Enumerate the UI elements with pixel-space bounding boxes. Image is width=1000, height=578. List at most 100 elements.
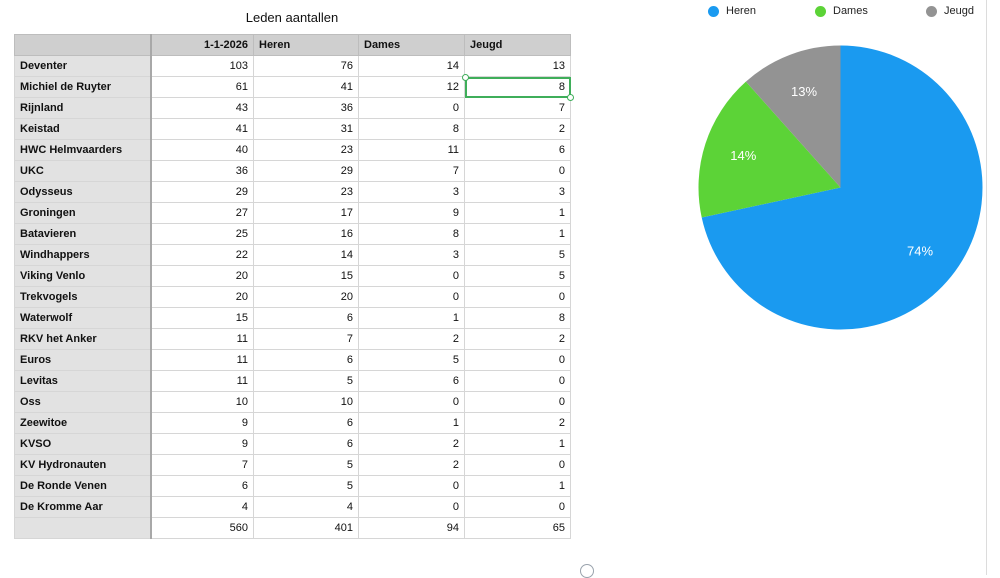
cell-dames[interactable]: 3 xyxy=(358,181,465,203)
cell-total[interactable]: 6 xyxy=(150,475,254,497)
pie-slice-heren[interactable] xyxy=(701,45,983,330)
cell-total[interactable]: 103 xyxy=(150,55,254,77)
row-label-cell[interactable]: HWC Helmvaarders xyxy=(14,139,152,161)
cell-total[interactable]: 20 xyxy=(150,286,254,308)
header-dames[interactable]: Dames xyxy=(358,34,465,56)
cell-jeugd[interactable]: 0 xyxy=(464,160,571,182)
row-label-cell[interactable]: Michiel de Ruyter xyxy=(14,76,152,98)
row-label-cell[interactable]: De Kromme Aar xyxy=(14,496,152,518)
cell-dames[interactable]: 0 xyxy=(358,97,465,119)
cell-heren[interactable]: 15 xyxy=(253,265,359,287)
cell-dames[interactable]: 1 xyxy=(358,412,465,434)
cell-heren[interactable]: 20 xyxy=(253,286,359,308)
cell-dames[interactable]: 12 xyxy=(358,76,465,98)
cell-jeugd[interactable]: 0 xyxy=(464,370,571,392)
cell-total[interactable]: 43 xyxy=(150,97,254,119)
cell-jeugd[interactable]: 13 xyxy=(464,55,571,77)
cell-dames[interactable]: 0 xyxy=(358,475,465,497)
cell-jeugd[interactable]: 3 xyxy=(464,181,571,203)
cell-dames[interactable]: 0 xyxy=(358,286,465,308)
row-label-cell[interactable]: RKV het Anker xyxy=(14,328,152,350)
selection-handle-bottom[interactable] xyxy=(566,93,574,101)
cell-total[interactable]: 25 xyxy=(150,223,254,245)
cell-dames[interactable]: 3 xyxy=(358,244,465,266)
cell-total[interactable]: 22 xyxy=(150,244,254,266)
row-label-cell[interactable]: Keistad xyxy=(14,118,152,140)
cell-heren[interactable]: 17 xyxy=(253,202,359,224)
cell-total[interactable]: 20 xyxy=(150,265,254,287)
cell-total[interactable]: 9 xyxy=(150,412,254,434)
row-label-cell[interactable]: Oss xyxy=(14,391,152,413)
cell-total[interactable]: 7 xyxy=(150,454,254,476)
cell-heren[interactable]: 4 xyxy=(253,496,359,518)
cell-total[interactable]: 36 xyxy=(150,160,254,182)
cell-jeugd[interactable]: 0 xyxy=(464,454,571,476)
cell-jeugd[interactable]: 2 xyxy=(464,328,571,350)
total-total[interactable]: 560 xyxy=(150,517,254,539)
cell-heren[interactable]: 6 xyxy=(253,412,359,434)
row-label-cell[interactable]: Odysseus xyxy=(14,181,152,203)
cell-dames[interactable]: 0 xyxy=(358,391,465,413)
cell-jeugd[interactable]: 1 xyxy=(464,433,571,455)
cell-dames[interactable]: 11 xyxy=(358,139,465,161)
cell-dames[interactable]: 2 xyxy=(358,433,465,455)
cell-dames[interactable]: 6 xyxy=(358,370,465,392)
header-total-date[interactable]: 1-1-2026 xyxy=(150,34,254,56)
cell-total[interactable]: 11 xyxy=(150,349,254,371)
row-label-cell[interactable]: Deventer xyxy=(14,55,152,77)
cell-dames[interactable]: 2 xyxy=(358,328,465,350)
row-label-cell[interactable]: Viking Venlo xyxy=(14,265,152,287)
cell-heren[interactable]: 5 xyxy=(253,370,359,392)
cell-total[interactable]: 10 xyxy=(150,391,254,413)
cell-total[interactable]: 61 xyxy=(150,76,254,98)
cell-total[interactable]: 4 xyxy=(150,496,254,518)
cell-heren[interactable]: 36 xyxy=(253,97,359,119)
cell-dames[interactable]: 1 xyxy=(358,307,465,329)
cell-jeugd[interactable]: 0 xyxy=(464,496,571,518)
row-label-cell[interactable]: Windhappers xyxy=(14,244,152,266)
scroll-indicator-icon[interactable] xyxy=(580,564,594,578)
cell-total[interactable]: 27 xyxy=(150,202,254,224)
cell-jeugd[interactable]: 2 xyxy=(464,412,571,434)
total-dames[interactable]: 94 xyxy=(358,517,465,539)
cell-heren[interactable]: 14 xyxy=(253,244,359,266)
row-label-cell[interactable]: Rijnland xyxy=(14,97,152,119)
row-label-cell[interactable]: KV Hydronauten xyxy=(14,454,152,476)
cell-jeugd[interactable]: 5 xyxy=(464,244,571,266)
cell-dames[interactable]: 7 xyxy=(358,160,465,182)
row-label-cell[interactable]: Groningen xyxy=(14,202,152,224)
cell-jeugd[interactable]: 2 xyxy=(464,118,571,140)
pie-chart[interactable]: 74% 14% 13% xyxy=(697,44,984,331)
cell-total[interactable]: 9 xyxy=(150,433,254,455)
cell-heren[interactable]: 6 xyxy=(253,349,359,371)
cell-heren[interactable]: 16 xyxy=(253,223,359,245)
cell-total[interactable]: 29 xyxy=(150,181,254,203)
cell-jeugd[interactable]: 5 xyxy=(464,265,571,287)
pie-slice-jeugd[interactable] xyxy=(745,45,841,188)
header-corner-cell[interactable] xyxy=(14,34,152,56)
cell-jeugd[interactable]: 1 xyxy=(464,223,571,245)
cell-dames[interactable]: 9 xyxy=(358,202,465,224)
cell-dames[interactable]: 2 xyxy=(358,454,465,476)
cell-dames[interactable]: 8 xyxy=(358,223,465,245)
cell-heren[interactable]: 76 xyxy=(253,55,359,77)
cell-heren[interactable]: 6 xyxy=(253,307,359,329)
cell-heren[interactable]: 41 xyxy=(253,76,359,98)
row-label-cell[interactable]: Waterwolf xyxy=(14,307,152,329)
selection-handle-top[interactable] xyxy=(461,73,469,81)
row-label-cell[interactable]: Trekvogels xyxy=(14,286,152,308)
header-heren[interactable]: Heren xyxy=(253,34,359,56)
selected-cell[interactable]: 8 xyxy=(464,76,571,98)
cell-heren[interactable]: 7 xyxy=(253,328,359,350)
row-label-cell[interactable]: Batavieren xyxy=(14,223,152,245)
cell-jeugd[interactable]: 6 xyxy=(464,139,571,161)
row-label-cell[interactable]: Euros xyxy=(14,349,152,371)
cell-total[interactable]: 40 xyxy=(150,139,254,161)
total-heren[interactable]: 401 xyxy=(253,517,359,539)
pie-chart-svg[interactable]: 74% 14% 13% xyxy=(697,44,984,331)
cell-jeugd[interactable]: 0 xyxy=(464,286,571,308)
row-label-cell[interactable]: UKC xyxy=(14,160,152,182)
cell-dames[interactable]: 0 xyxy=(358,496,465,518)
cell-dames[interactable]: 14 xyxy=(358,55,465,77)
cell-total[interactable]: 11 xyxy=(150,370,254,392)
